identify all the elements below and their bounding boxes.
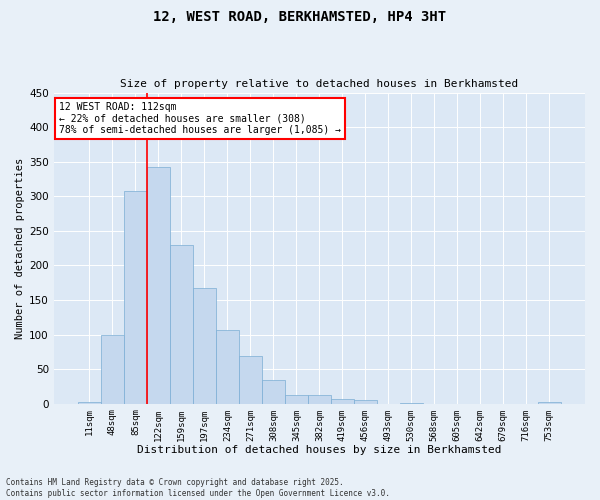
Bar	[170, 246, 193, 404]
Bar	[124, 192, 147, 404]
Title: Size of property relative to detached houses in Berkhamsted: Size of property relative to detached ho…	[120, 79, 518, 89]
Bar	[216, 330, 239, 404]
Bar	[331, 399, 354, 404]
Bar	[538, 402, 561, 404]
Bar	[78, 402, 101, 404]
Text: 12, WEST ROAD, BERKHAMSTED, HP4 3HT: 12, WEST ROAD, BERKHAMSTED, HP4 3HT	[154, 10, 446, 24]
Text: 12 WEST ROAD: 112sqm
← 22% of detached houses are smaller (308)
78% of semi-deta: 12 WEST ROAD: 112sqm ← 22% of detached h…	[59, 102, 341, 135]
Bar	[308, 396, 331, 404]
Bar	[400, 403, 423, 404]
Bar	[262, 380, 285, 404]
Bar	[101, 334, 124, 404]
Text: Contains HM Land Registry data © Crown copyright and database right 2025.
Contai: Contains HM Land Registry data © Crown c…	[6, 478, 390, 498]
Y-axis label: Number of detached properties: Number of detached properties	[15, 158, 25, 339]
Bar	[239, 356, 262, 404]
Bar	[285, 394, 308, 404]
X-axis label: Distribution of detached houses by size in Berkhamsted: Distribution of detached houses by size …	[137, 445, 502, 455]
Bar	[354, 400, 377, 404]
Bar	[147, 167, 170, 404]
Bar	[193, 288, 216, 404]
